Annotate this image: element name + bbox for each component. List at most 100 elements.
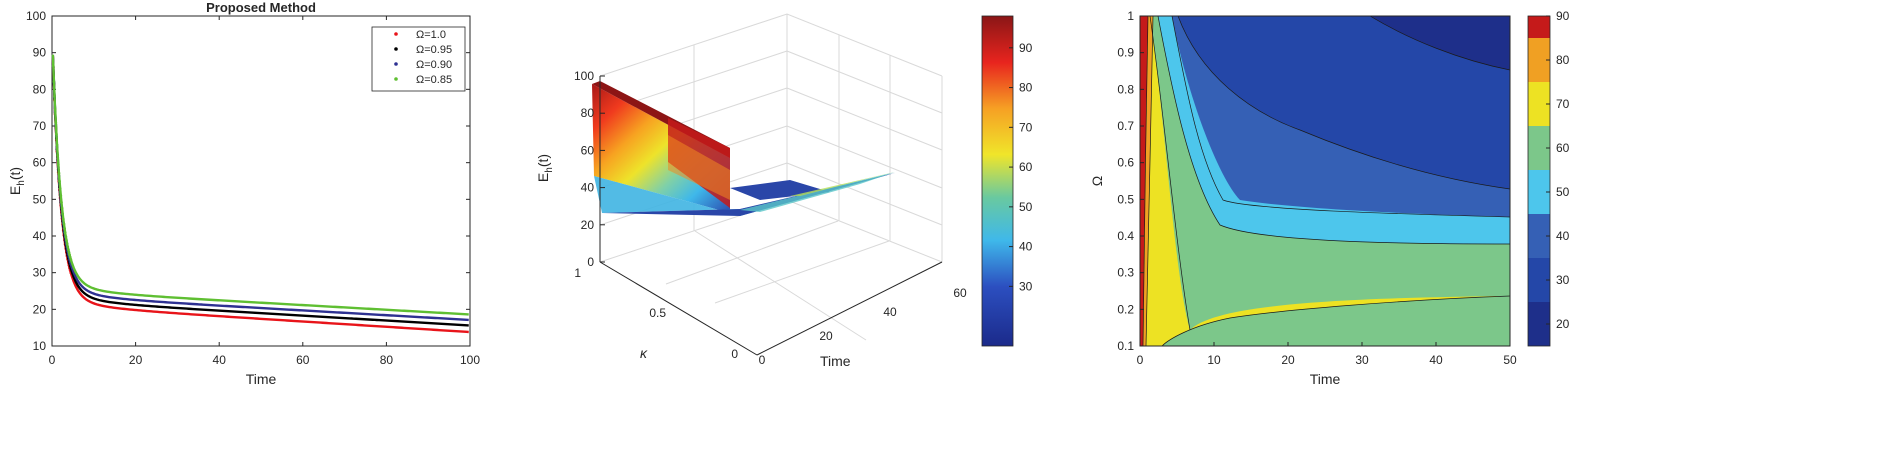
data-point [53, 108, 57, 112]
x-tick-label: 20 [129, 353, 143, 367]
colorbar-band [1528, 302, 1550, 346]
kappa-tick-label: 0 [731, 347, 738, 361]
y-label-sub: h [16, 180, 27, 186]
colorbar-tick-label: 30 [1019, 279, 1033, 293]
y-tick-label: 1 [1127, 9, 1134, 23]
y-label-base: E [7, 186, 23, 195]
data-point [64, 235, 68, 239]
colorbar-ticks: 20 30 40 50 60 70 80 90 [1546, 9, 1570, 331]
data-point [54, 120, 58, 124]
time-tick-label: 20 [819, 329, 833, 343]
y-tick-label: 80 [33, 82, 47, 96]
data-point [60, 200, 63, 204]
data-point [61, 212, 65, 216]
data-point [56, 163, 60, 166]
data-point [51, 64, 55, 68]
data-point [58, 179, 61, 183]
contour-chart-panel: 0.1 0.2 0.3 0.4 0.5 0.6 0.7 0.8 0.9 1 0 10 20 30 40 50… [1089, 9, 1570, 387]
data-point [59, 194, 63, 198]
y-tick-label: 70 [33, 119, 47, 133]
data-point [65, 238, 68, 242]
y-tick-label: 10 [33, 339, 47, 353]
y-tick-label: 100 [26, 9, 46, 23]
x-axis: 0 20 40 60 80 100 [49, 16, 480, 367]
series-line [51, 54, 469, 316]
y-tick-label: 50 [33, 192, 47, 206]
time-tick-label: 40 [883, 305, 897, 319]
y-tick-label: 0.8 [1117, 82, 1134, 96]
colorbar [1527, 15, 1551, 347]
data-point [66, 245, 70, 249]
z-label-base: E [535, 173, 551, 182]
front-axes [599, 76, 943, 356]
legend-label: Ω=0.85 [416, 74, 452, 86]
y-tick-label: 0.3 [1117, 266, 1134, 280]
data-point [65, 242, 69, 246]
z-axis: 0 20 40 60 80 100 [574, 69, 605, 269]
x-tick-label: 60 [296, 353, 310, 367]
colorbar-ticks: 30 40 50 60 70 80 90 [1009, 41, 1033, 293]
y-tick-label: 0.1 [1117, 339, 1134, 353]
x-axis-label: Time [246, 371, 277, 387]
z-tick-label: 80 [581, 106, 595, 120]
x-tick-label: 20 [1281, 353, 1295, 367]
x-tick-label: 30 [1355, 353, 1369, 367]
legend: Ω=1.0 Ω=0.95 Ω=0.90 Ω=0.85 [371, 26, 466, 92]
svg-text:Eh(t): Eh(t) [535, 154, 555, 182]
kappa-tick-label: 0.5 [649, 306, 666, 320]
legend-box [371, 26, 466, 92]
x-tick-label: 100 [460, 353, 480, 367]
x-tick-label: 10 [1207, 353, 1221, 367]
series-line [51, 55, 469, 327]
x-tick-label: 80 [380, 353, 394, 367]
data-point [53, 94, 56, 98]
chart-title: Proposed Method [206, 0, 316, 15]
colorbar-tick-label: 60 [1019, 160, 1033, 174]
colorbar-frame [1527, 15, 1551, 347]
colorbar-band [1528, 170, 1550, 214]
data-point [60, 206, 64, 210]
colorbar-tick-label: 80 [1556, 53, 1570, 67]
y-axis: 10 20 30 40 50 60 70 80 90 100 [26, 9, 470, 353]
colorbar-tick-label: 70 [1556, 97, 1570, 111]
y-tick-label: 20 [33, 302, 47, 316]
kappa-axis: 00.51 [574, 266, 738, 361]
x-axis: 0 10 20 30 40 50 [1137, 342, 1517, 367]
contour-lines [1142, 16, 1510, 346]
data-point [54, 132, 58, 136]
data-point [62, 222, 66, 226]
colorbar-band [1528, 16, 1550, 38]
z-tick-label: 40 [581, 181, 595, 195]
z-tick-label: 0 [587, 255, 594, 269]
colorbar-tick-label: 50 [1556, 185, 1570, 199]
series-dots [51, 64, 73, 261]
legend-label: Ω=0.95 [416, 44, 452, 56]
surface [592, 81, 895, 216]
y-axis: 0.1 0.2 0.3 0.4 0.5 0.6 0.7 0.8 0.9 1 [1117, 9, 1144, 353]
y-tick-label: 0.5 [1117, 192, 1134, 206]
y-tick-label: 90 [33, 46, 47, 60]
data-point [66, 248, 70, 252]
x-tick-label: 50 [1503, 353, 1517, 367]
data-point [58, 187, 62, 191]
x-tick-label: 40 [213, 353, 227, 367]
z-tick-label: 100 [574, 69, 594, 83]
colorbar-band [1528, 82, 1550, 126]
y-tick-label: 40 [33, 229, 47, 243]
y-axis-label: Eh(t) [7, 167, 27, 195]
data-point [63, 231, 67, 235]
z-axis-label: Eh(t) [535, 154, 555, 182]
time-axis-label: Time [820, 353, 851, 369]
y-tick-label: 0.6 [1117, 156, 1134, 170]
y-axis-label: Ω [1089, 176, 1105, 186]
legend-label: Ω=0.90 [416, 59, 452, 71]
data-point [55, 143, 59, 147]
contour-fill [1140, 16, 1510, 346]
kappa-tick-label: 1 [574, 266, 581, 280]
x-tick-label: 0 [49, 353, 56, 367]
colorbar-tick-label: 50 [1019, 200, 1033, 214]
colorbar-tick-label: 90 [1556, 9, 1570, 23]
y-tick-label: 0.4 [1117, 229, 1134, 243]
